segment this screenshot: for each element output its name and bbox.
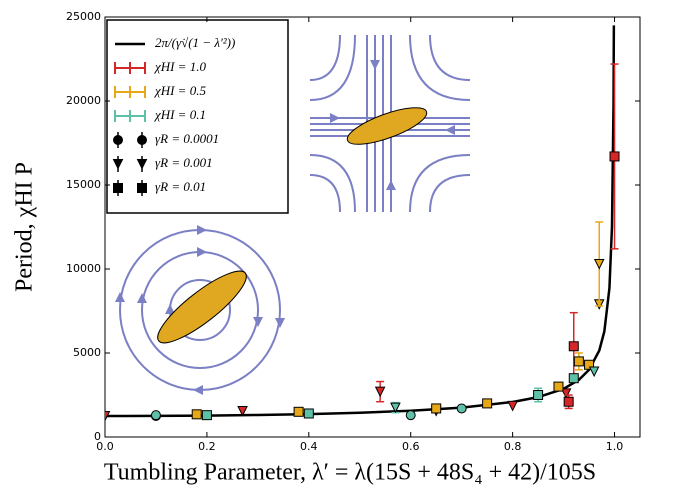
inset-extension [309, 34, 471, 213]
data-point [191, 409, 202, 420]
x-tick-label: 1.0 [606, 440, 624, 453]
data-point [237, 405, 248, 417]
y-tick-label: 25000 [66, 10, 101, 23]
data-point [507, 400, 518, 412]
data-point [390, 402, 401, 414]
data-point [568, 373, 579, 384]
x-tick-label: 0.4 [300, 440, 318, 453]
legend-label: χHI = 1.0 [153, 59, 206, 74]
data-point [560, 388, 572, 399]
data-point [609, 151, 620, 162]
inset-rotation [115, 225, 285, 395]
data-point [584, 359, 595, 370]
data-point [563, 396, 574, 407]
data-point [293, 406, 304, 417]
x-tick-label: 0.2 [198, 440, 216, 453]
data-point [303, 408, 314, 419]
legend-swatch [136, 159, 148, 170]
plot-content [105, 25, 620, 422]
data-point [573, 356, 584, 367]
data-point [405, 410, 416, 421]
y-tick-label: 10000 [66, 262, 101, 275]
legend-swatch [112, 159, 124, 170]
data-point [568, 341, 579, 352]
legend-label: 2π/(γ̇√(1 − λ′²)) [155, 35, 235, 50]
x-axis-label: Tumbling Parameter, λ′ = λ(15S + 48S₄ + … [104, 460, 596, 486]
legend-swatch [137, 183, 147, 193]
y-tick-label: 5000 [73, 346, 101, 359]
y-tick-label: 20000 [66, 94, 101, 107]
data-point [431, 403, 442, 414]
legend-swatch [137, 135, 147, 145]
x-tick-label: 0.0 [96, 440, 114, 453]
data-point [553, 381, 564, 392]
legend-label: γR = 0.001 [155, 155, 213, 170]
y-tick-label: 15000 [66, 178, 101, 191]
data-point [150, 410, 161, 421]
legend-swatch [113, 183, 123, 193]
x-tick-label: 0.6 [402, 440, 420, 453]
x-tick-label: 0.8 [504, 440, 522, 453]
data-point [593, 258, 605, 270]
data-point [456, 403, 467, 414]
data-point [533, 390, 544, 400]
legend-label: γR = 0.0001 [155, 131, 219, 146]
y-axis-label: Period, χHI P [12, 162, 38, 292]
legend-label: χHI = 0.5 [153, 83, 206, 98]
legend-label: γR = 0.01 [155, 179, 206, 194]
data-point [588, 366, 600, 378]
legend-swatch [113, 135, 123, 145]
data-point [105, 411, 111, 422]
data-point [201, 410, 212, 421]
legend-label: χHI = 0.1 [153, 107, 206, 122]
y-tick-label: 0 [94, 430, 101, 443]
data-point [374, 386, 386, 398]
data-point [482, 398, 493, 409]
